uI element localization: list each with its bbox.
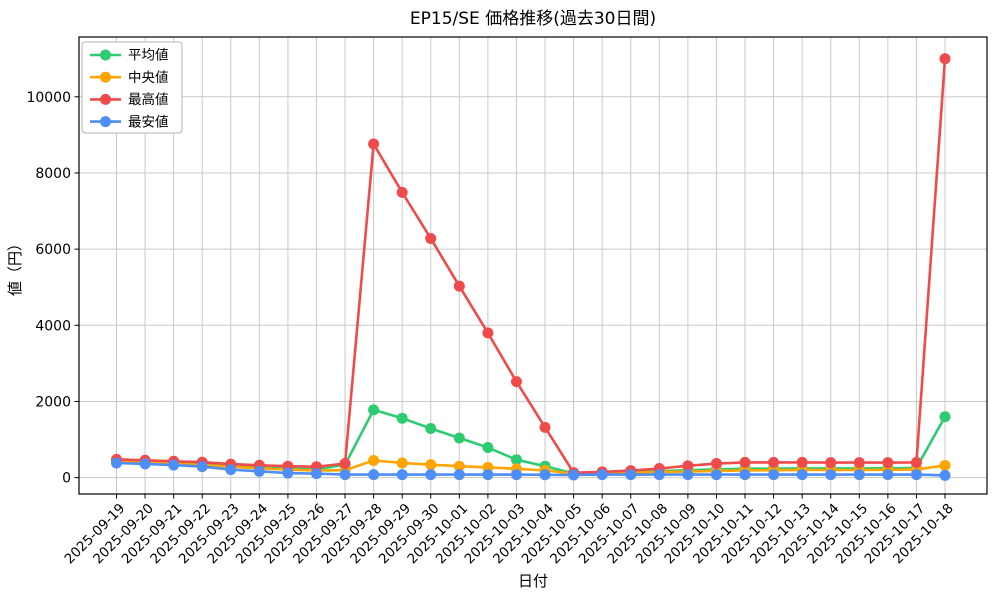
legend-marker-median: [100, 71, 111, 83]
chart-title: EP15/SE 価格推移(過去30日間): [410, 9, 656, 29]
legend-label: 最安値: [128, 114, 169, 130]
data-point-max: [368, 138, 380, 150]
y-tick-label: 8000: [35, 166, 71, 182]
data-point-median: [425, 459, 437, 471]
series-points-max: [111, 53, 951, 479]
data-point-max: [425, 232, 437, 244]
data-point-max: [910, 456, 922, 468]
data-point-max: [853, 457, 865, 469]
data-point-min: [225, 464, 237, 476]
data-point-min: [710, 469, 722, 481]
data-point-min: [453, 469, 465, 481]
data-point-min: [939, 469, 951, 481]
legend-frame: [81, 41, 183, 134]
series-layer: [111, 53, 951, 481]
data-point-mean: [482, 442, 494, 454]
data-point-median: [453, 460, 465, 472]
data-point-mean: [368, 404, 380, 416]
data-point-min: [282, 467, 294, 479]
data-point-min: [796, 469, 808, 481]
legend-label: 平均値: [128, 48, 169, 64]
data-point-max: [710, 458, 722, 470]
data-point-mean: [425, 422, 437, 434]
data-point-min: [510, 469, 522, 481]
data-point-min: [253, 465, 265, 477]
data-point-median: [939, 459, 951, 471]
data-point-min: [739, 469, 751, 481]
data-point-median: [396, 457, 408, 469]
data-point-max: [768, 456, 780, 468]
data-point-max: [453, 280, 465, 292]
data-point-max: [482, 327, 494, 339]
data-point-max: [682, 460, 694, 472]
data-point-min: [482, 469, 494, 481]
y-tick-label: 6000: [35, 242, 71, 258]
grid: [79, 37, 987, 494]
data-point-min: [425, 469, 437, 481]
data-point-min: [682, 469, 694, 481]
legend-item-max: 最高値: [90, 91, 169, 108]
data-point-mean: [939, 411, 951, 423]
data-point-max: [825, 457, 837, 469]
legend-item-min: 最安値: [90, 114, 169, 130]
data-point-min: [396, 469, 408, 481]
series-points-min: [111, 457, 951, 481]
data-point-min: [111, 457, 122, 469]
data-point-mean: [510, 454, 522, 466]
data-point-min: [882, 469, 894, 481]
data-point-min: [139, 458, 151, 470]
data-point-min: [825, 469, 837, 481]
data-point-min: [768, 469, 780, 481]
data-point-max: [539, 421, 551, 433]
data-point-min: [310, 468, 322, 480]
legend-item-mean: 平均値: [90, 48, 169, 64]
axis-ticks: 2025-09-192025-09-202025-09-212025-09-22…: [26, 90, 956, 568]
series-line-max: [115, 57, 947, 474]
data-point-min: [368, 469, 380, 481]
data-point-max: [939, 53, 951, 65]
data-point-max: [739, 456, 751, 468]
data-point-min: [625, 469, 637, 481]
legend-marker-min: [100, 116, 111, 128]
y-tick-label: 0: [62, 471, 71, 487]
data-point-median: [368, 454, 380, 466]
data-point-max: [796, 456, 808, 468]
data-point-min: [853, 469, 865, 481]
data-point-min: [596, 469, 608, 481]
data-point-min: [539, 469, 551, 481]
y-tick-label: 2000: [35, 394, 71, 410]
data-point-max: [510, 376, 522, 388]
legend-marker-mean: [100, 49, 111, 61]
x-axis-label: 日付: [518, 572, 548, 590]
y-axis-label: 値（円）: [6, 236, 24, 296]
data-point-max: [396, 186, 408, 198]
data-point-min: [653, 469, 665, 481]
data-point-min: [168, 459, 180, 471]
data-point-max: [882, 457, 894, 469]
data-point-mean: [453, 432, 465, 444]
data-point-min: [339, 469, 351, 481]
legend-label: 最高値: [128, 91, 169, 108]
legend-item-median: 中央値: [90, 70, 169, 86]
data-point-max: [339, 458, 351, 470]
legend-marker-max: [100, 93, 111, 105]
data-point-min: [196, 461, 208, 473]
data-point-mean: [396, 412, 408, 424]
plot-border: [78, 36, 988, 495]
y-tick-label: 10000: [26, 90, 71, 106]
data-point-min: [910, 469, 922, 481]
y-tick-label: 4000: [35, 318, 71, 334]
legend-label: 中央値: [128, 70, 169, 86]
data-point-min: [568, 469, 580, 481]
